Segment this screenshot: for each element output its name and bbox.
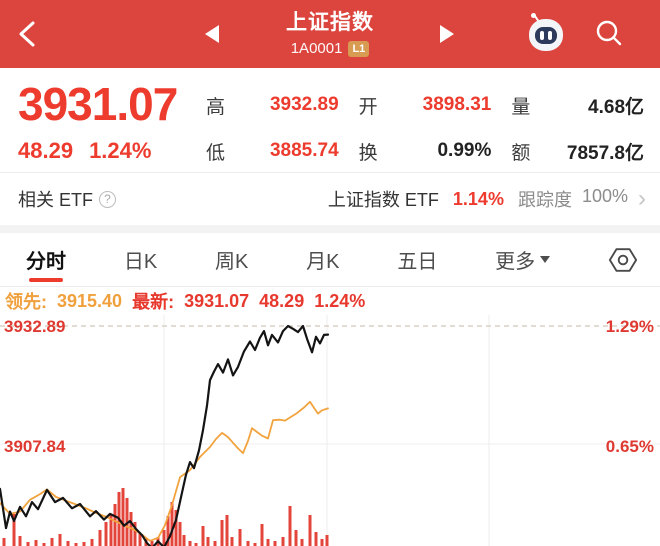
stats-grid: 高 3932.89 开 3898.31 量 4.68亿 低 3885.74 <box>186 78 644 172</box>
current-price-block: 3931.07 48.29 1.24% <box>18 78 186 172</box>
tab-daily-k[interactable]: 日K <box>123 251 158 273</box>
etf-name: 上证指数 ETF <box>327 190 439 210</box>
chevron-right-icon: › <box>638 185 646 212</box>
search-icon <box>596 20 622 46</box>
title-block: 上证指数 1A0001 L1 <box>0 6 660 57</box>
page-title: 上证指数 <box>286 11 374 34</box>
chart-settings-button[interactable] <box>608 233 638 287</box>
tab-more[interactable]: 更多 <box>495 233 551 287</box>
stat-volume: 量 4.68亿 <box>511 96 645 118</box>
stat-low: 低 3885.74 <box>206 140 339 164</box>
related-etf-row[interactable]: 相关 ETF ? 上证指数 ETF 1.14% 跟踪度 100% › <box>0 173 660 225</box>
stock-code-row: 1A0001 L1 <box>0 40 660 57</box>
stat-turnover: 换 0.99% <box>358 140 492 164</box>
prev-stock-button[interactable] <box>205 25 219 48</box>
robot-icon <box>529 19 563 51</box>
stock-code: 1A0001 <box>290 40 343 57</box>
etf-change-pct: 1.14% <box>452 188 504 209</box>
y-axis-label-mid: 3907.84 <box>4 437 66 456</box>
chart-legend: 领先: 3915.40 最新: 3931.07 48.29 1.24% <box>0 287 660 315</box>
stats-row: 低 3885.74 换 0.99% 额 7857.8亿 <box>186 138 644 164</box>
tab-five-day[interactable]: 五日 <box>397 251 438 273</box>
current-price: 3931.07 <box>18 78 178 130</box>
latest-label: 最新: <box>132 292 175 312</box>
tracking-label: 跟踪度 <box>517 190 572 210</box>
y-axis-label-high: 3932.89 <box>4 317 66 336</box>
price-change-pct: 1.24% <box>89 138 152 163</box>
ai-assistant-button[interactable] <box>527 13 565 53</box>
y-axis-label-high-pct: 1.29% <box>605 317 654 336</box>
etf-info-group: 上证指数 ETF 1.14% 跟踪度 100% › <box>328 186 646 212</box>
next-stock-button[interactable] <box>440 25 454 48</box>
related-etf-label: 相关 ETF <box>18 190 93 210</box>
price-change-row: 48.29 1.24% <box>18 138 186 164</box>
section-separator <box>0 225 660 233</box>
y-axis-label-mid-pct: 0.65% <box>605 437 654 456</box>
back-button[interactable] <box>16 14 44 54</box>
caret-down-icon <box>540 256 551 263</box>
stats-row: 高 3932.89 开 3898.31 量 4.68亿 <box>186 92 644 118</box>
robot-antenna-icon <box>531 13 536 18</box>
active-tab-underline <box>29 277 63 282</box>
latest-value: 3931.07 <box>184 290 250 311</box>
chart-period-tabs: 分时 日K 周K 月K 五日 更多 <box>0 233 660 287</box>
divider <box>0 172 660 173</box>
lead-value: 3915.40 <box>57 290 123 311</box>
intraday-chart[interactable]: 3932.89 1.29% 3907.84 0.65% <box>0 315 660 546</box>
tab-weekly-k[interactable]: 周K <box>215 251 249 273</box>
settings-hexagon-icon <box>608 247 638 272</box>
app-header: 上证指数 1A0001 L1 <box>0 0 660 68</box>
tracking-value: 100% <box>581 186 628 206</box>
tracking-group: 跟踪度 100% <box>518 186 628 212</box>
stat-high: 高 3932.89 <box>206 94 339 118</box>
chevron-left-icon <box>19 21 35 47</box>
stat-amount: 额 7857.8亿 <box>511 142 645 164</box>
quote-section: 3931.07 48.29 1.24% 高 3932.89 开 3898.31 … <box>0 68 660 172</box>
help-icon[interactable]: ? <box>99 190 116 208</box>
related-etf-label-group: 相关 ETF ? <box>18 186 116 212</box>
search-button[interactable] <box>594 18 624 53</box>
latest-change: 48.29 <box>259 290 305 311</box>
triangle-left-icon <box>205 25 219 43</box>
tab-minute[interactable]: 分时 <box>26 233 66 287</box>
chart-canvas <box>0 315 660 546</box>
price-change: 48.29 <box>18 138 74 163</box>
latest-change-pct: 1.24% <box>314 290 366 311</box>
stat-open: 开 3898.31 <box>358 94 492 118</box>
level1-badge: L1 <box>348 40 370 57</box>
lead-label: 领先: <box>5 292 47 312</box>
tab-monthly-k[interactable]: 月K <box>306 251 340 273</box>
triangle-right-icon <box>440 25 454 43</box>
